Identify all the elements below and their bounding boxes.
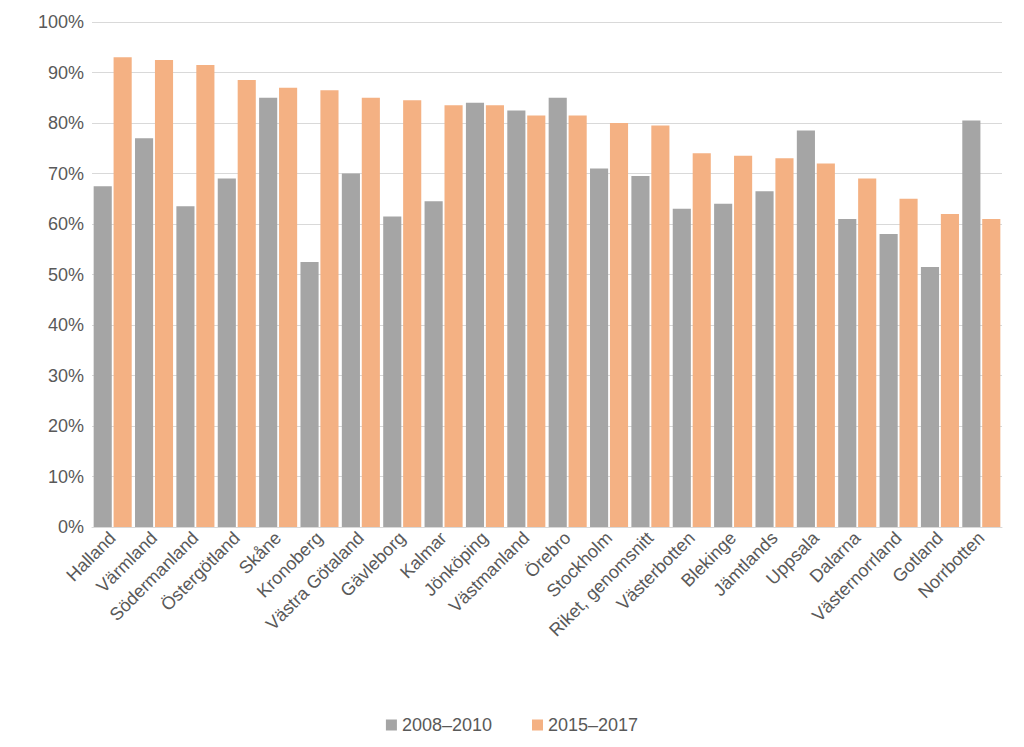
svg-text:Blekinge: Blekinge [677, 527, 741, 591]
svg-text:80%: 80% [48, 113, 84, 133]
svg-text:Västmanland: Västmanland [445, 528, 533, 616]
svg-text:Jämtlands: Jämtlands [709, 528, 781, 600]
svg-text:60%: 60% [48, 214, 84, 234]
svg-text:Västernorrland: Västernorrland [808, 528, 906, 626]
svg-text:Dalarna: Dalarna [805, 527, 865, 587]
svg-text:Stockholm: Stockholm [542, 527, 617, 602]
svg-text:30%: 30% [48, 366, 84, 386]
svg-text:Kalmar: Kalmar [396, 527, 451, 583]
svg-text:20%: 20% [48, 416, 84, 436]
svg-text:70%: 70% [48, 164, 84, 184]
svg-text:Värmland: Värmland [92, 527, 162, 597]
svg-text:Halland: Halland [62, 527, 120, 586]
svg-text:10%: 10% [48, 467, 84, 487]
svg-text:Östergötland: Östergötland [157, 528, 244, 615]
svg-text:Riket, genomsnitt: Riket, genomsnitt [545, 527, 658, 641]
svg-text:40%: 40% [48, 315, 84, 335]
svg-text:Gotland: Gotland [888, 527, 947, 587]
svg-text:Västerbotten: Västerbotten [612, 527, 699, 615]
svg-text:50%: 50% [48, 265, 84, 285]
svg-text:0%: 0% [58, 517, 84, 537]
svg-text:100%: 100% [38, 12, 84, 32]
svg-text:90%: 90% [48, 63, 84, 83]
svg-text:Skåne: Skåne [235, 527, 286, 579]
svg-text:Örebro: Örebro [521, 527, 575, 582]
svg-text:2008–2010: 2008–2010 [402, 715, 492, 735]
svg-text:Norrbotten: Norrbotten [914, 528, 988, 602]
svg-text:Västra Götaland: Västra Götaland [261, 527, 368, 634]
svg-text:Uppsala: Uppsala [762, 527, 823, 589]
svg-text:Gävleborg: Gävleborg [336, 528, 409, 601]
svg-text:Södermanland: Södermanland [105, 527, 203, 625]
svg-text:Jönköping: Jönköping [419, 527, 492, 601]
svg-text:Kronoberg: Kronoberg [253, 527, 327, 602]
svg-text:2015–2017: 2015–2017 [548, 715, 638, 735]
